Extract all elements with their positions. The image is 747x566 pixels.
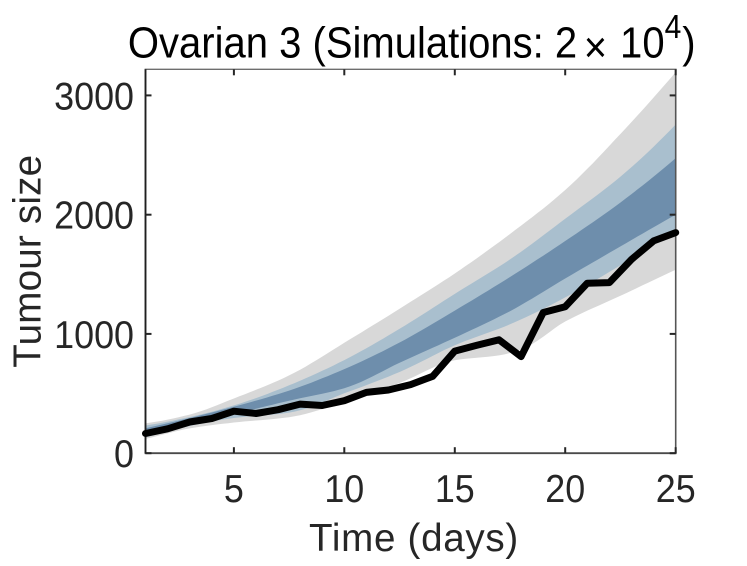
svg-text:2000: 2000 [54, 193, 134, 237]
svg-text:10: 10 [324, 466, 364, 510]
svg-text:0: 0 [114, 432, 134, 476]
svg-text:20: 20 [545, 466, 585, 510]
svg-text:1000: 1000 [54, 312, 134, 356]
svg-text:25: 25 [656, 466, 696, 510]
svg-text:15: 15 [435, 466, 475, 510]
svg-text:Ovarian 3 (Simulations: 2 × 10: Ovarian 3 (Simulations: 2 × 104) [128, 8, 696, 71]
svg-text:Time (days): Time (days) [309, 517, 519, 560]
svg-text:Tumour size: Tumour size [7, 155, 50, 368]
svg-text:3000: 3000 [54, 74, 134, 118]
svg-text:5: 5 [224, 466, 244, 510]
